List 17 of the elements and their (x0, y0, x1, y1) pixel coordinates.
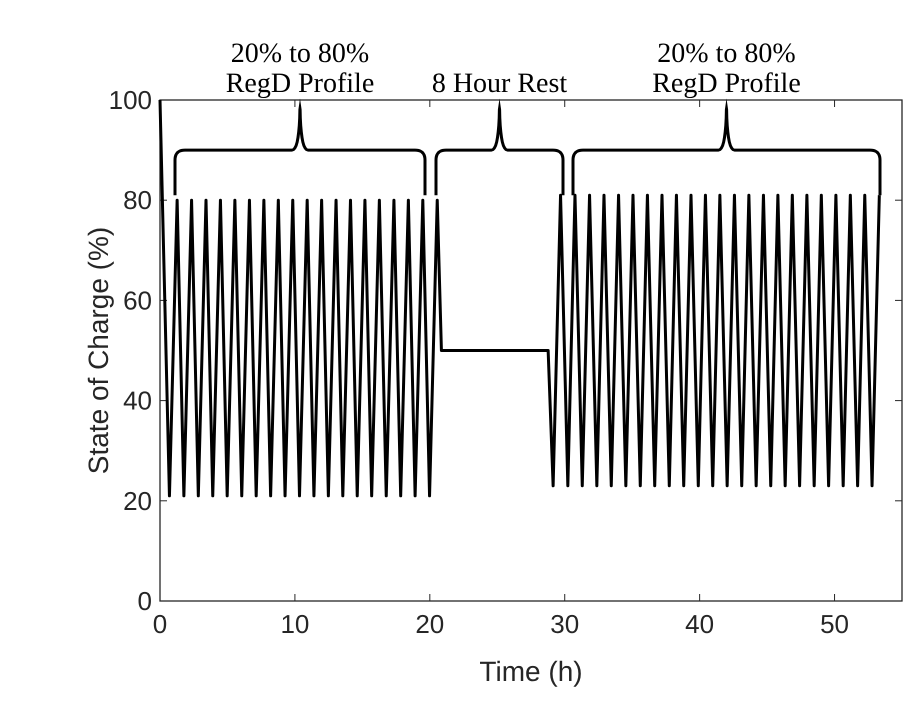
x-tick-label: 50 (820, 609, 850, 639)
text: 8 Hour Rest (432, 68, 568, 99)
line-series (158, 98, 881, 498)
x-tick-label: 10 (280, 609, 310, 639)
y-tick-label: 0 (138, 586, 152, 616)
y-tick-label: 40 (123, 386, 152, 416)
text: 20% to 80% RegD Profile (652, 38, 801, 99)
x-axis-title: Time (h) (479, 656, 583, 687)
y-tick-label: 60 (123, 285, 152, 316)
y-tick-label: 100 (108, 85, 152, 115)
y-tick-label: 20 (123, 486, 152, 516)
x-tick-label: 40 (685, 609, 714, 639)
x-tick-label: 20 (415, 609, 444, 639)
x-tick-label: 30 (550, 609, 580, 639)
y-axis-title: State of Charge (%) (83, 226, 114, 474)
y-tick-label: 80 (123, 185, 152, 216)
text: 20% to 80% RegD Profile (226, 38, 374, 99)
